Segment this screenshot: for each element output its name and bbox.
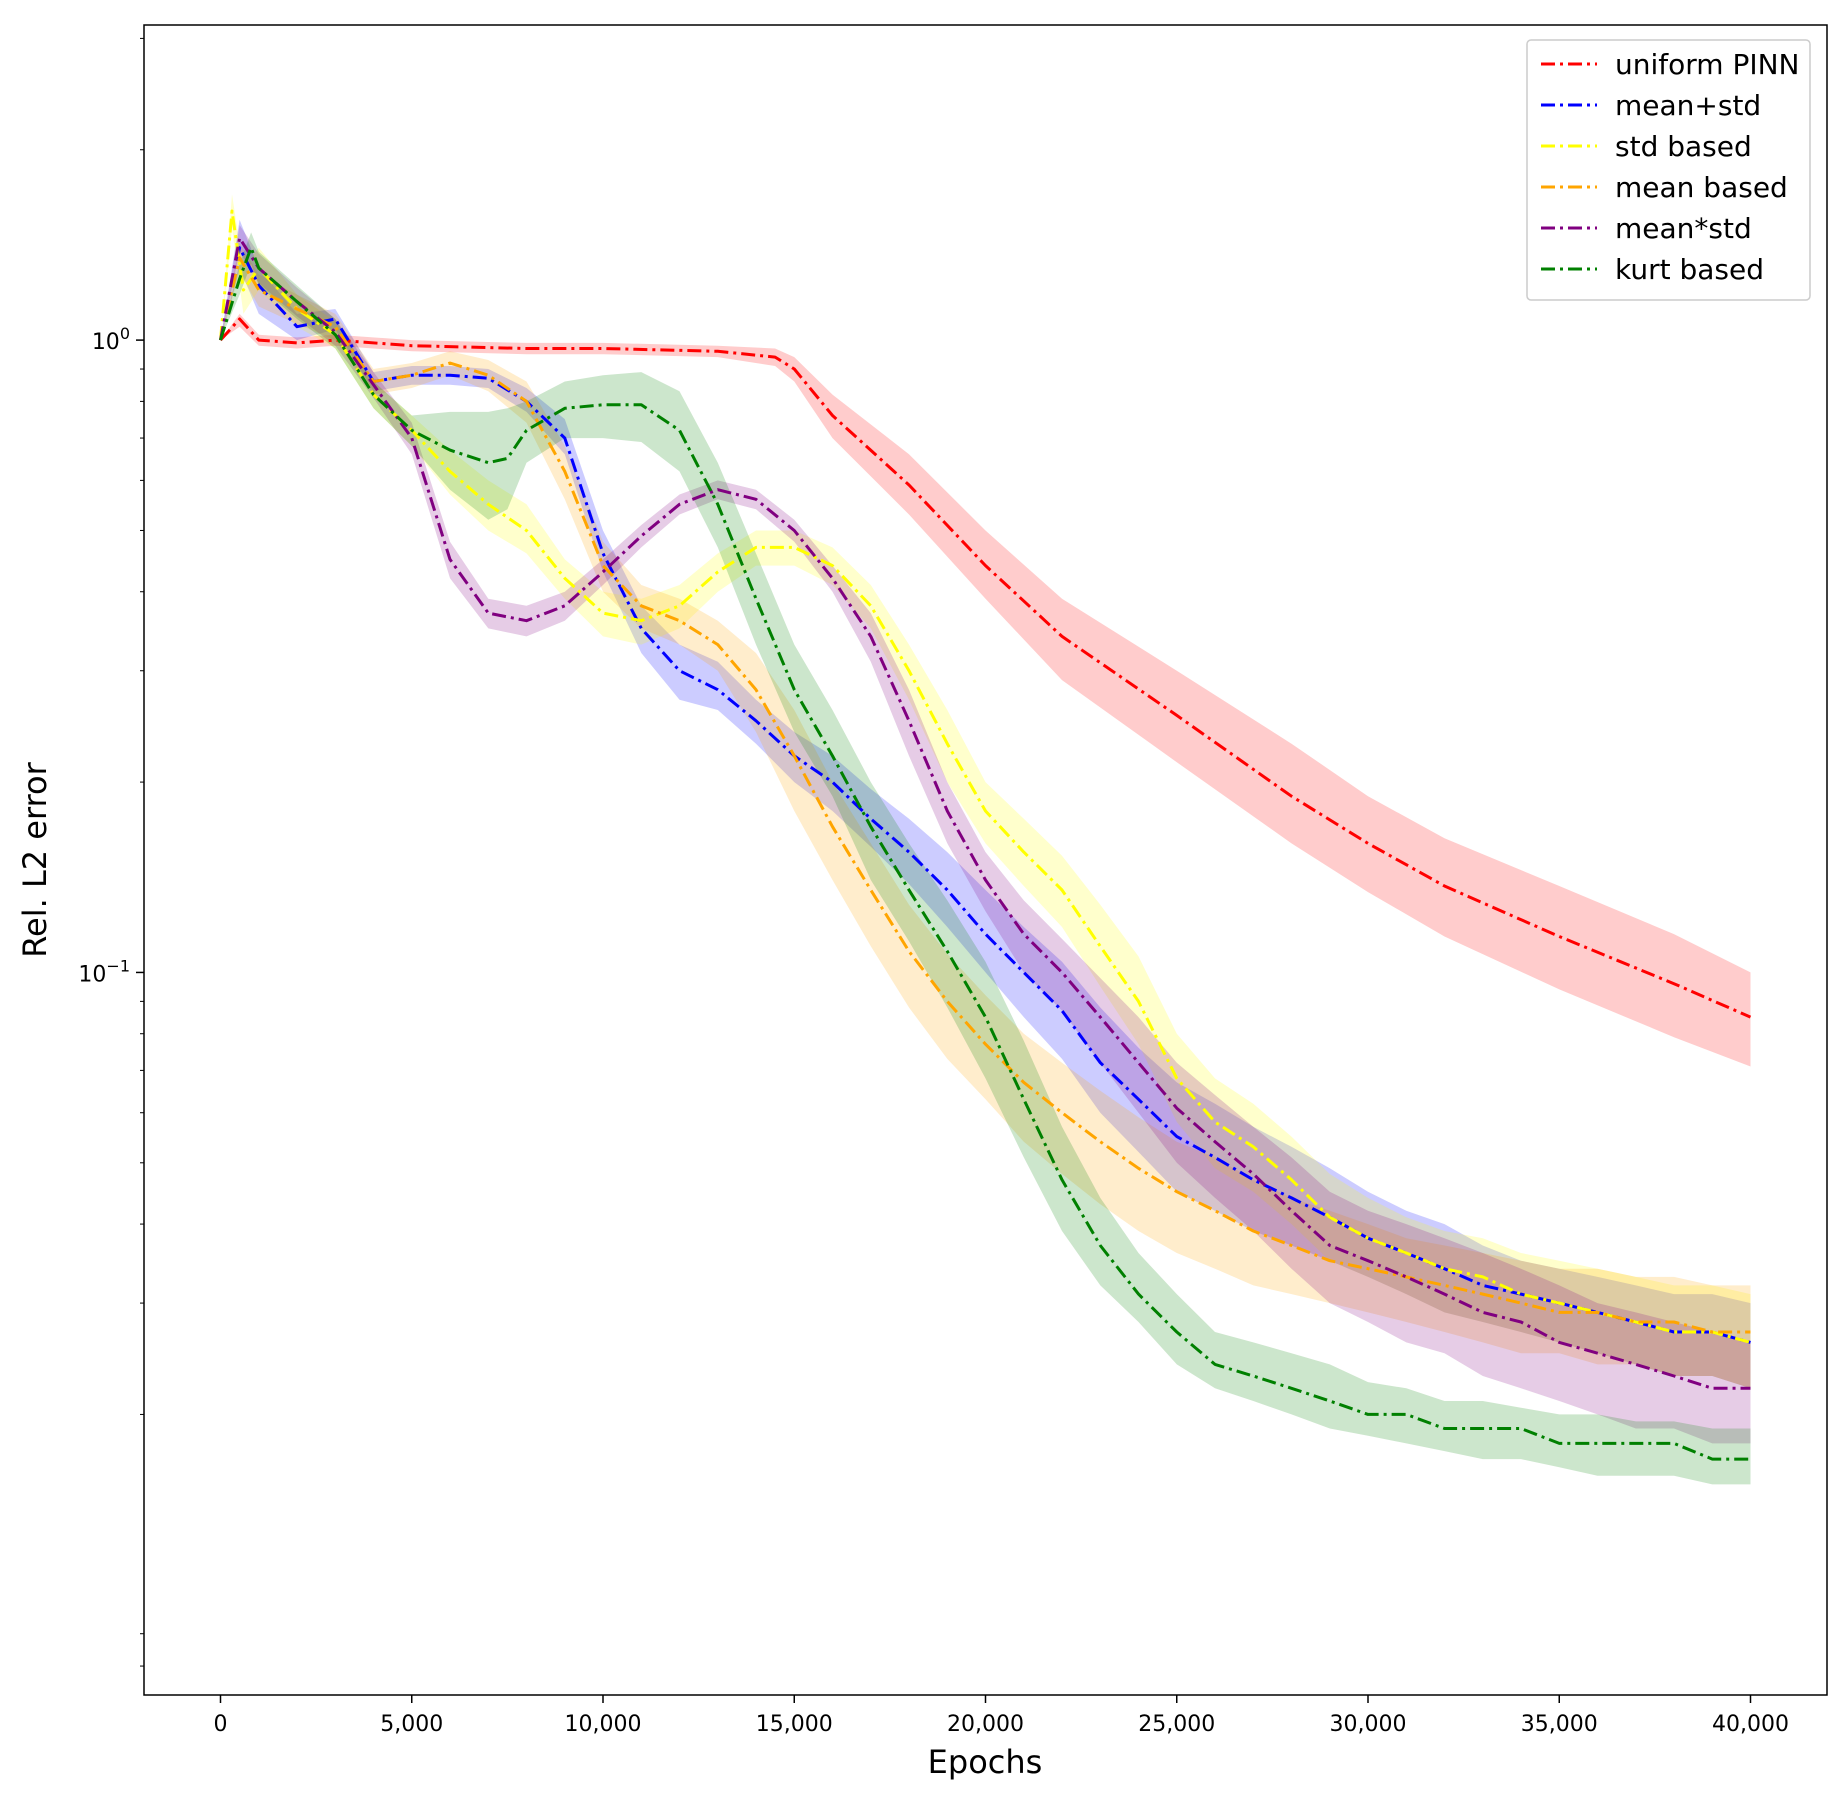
band-4 xyxy=(220,225,1751,1444)
y-tick-label-exp-1: −1 xyxy=(106,956,130,975)
y-tick-label-exp-0: 0 xyxy=(120,324,130,343)
axes: 0 5,000 10,000 15,000 20,000 25,000 30,000 35,0… xyxy=(78,37,1789,1737)
y-tick-label-base-0: 10 xyxy=(92,330,120,355)
x-tick-label-4: 20,000 xyxy=(947,1712,1024,1737)
y-tick-label-0: 100 xyxy=(92,324,130,355)
band-3 xyxy=(220,243,1751,1389)
series-lines xyxy=(219,209,1752,1461)
band-2 xyxy=(220,194,1751,1389)
x-tick-label-5: 25,000 xyxy=(1138,1712,1215,1737)
plot-frame xyxy=(143,24,1828,1696)
series-line-0 xyxy=(219,317,1752,1019)
band-0 xyxy=(220,313,1751,1067)
legend-label-0: uniform PINN xyxy=(1615,48,1800,81)
legend-label-3: mean based xyxy=(1615,171,1788,204)
series-line-5 xyxy=(219,246,1751,1461)
x-tick-label-7: 35,000 xyxy=(1521,1712,1598,1737)
legend: uniform PINN mean+std std based mean based m… xyxy=(1526,39,1811,301)
y-tick-label-1: 10−1 xyxy=(78,956,130,987)
x-tick-label-1: 5,000 xyxy=(380,1712,443,1737)
x-tick-label-0: 0 xyxy=(214,1712,228,1737)
x-axis-label: Epochs xyxy=(928,1743,1043,1781)
series-line-3 xyxy=(219,256,1751,1334)
y-axis-label: Rel. L2 error xyxy=(16,761,54,957)
legend-label-2: std based xyxy=(1615,130,1752,163)
x-tick-label-2: 10,000 xyxy=(565,1712,642,1737)
legend-label-5: kurt based xyxy=(1615,253,1764,286)
x-tick-label-6: 30,000 xyxy=(1330,1712,1407,1737)
x-tick-label-8: 40,000 xyxy=(1712,1712,1789,1737)
legend-box xyxy=(1526,39,1811,301)
legend-label-1: mean+std xyxy=(1615,89,1761,122)
legend-label-4: mean*std xyxy=(1615,212,1752,245)
confidence-bands xyxy=(220,194,1751,1485)
series-line-1 xyxy=(219,246,1751,1344)
series-line-4 xyxy=(219,236,1751,1390)
x-tick-label-3: 15,000 xyxy=(756,1712,833,1737)
y-tick-label-base-1: 10 xyxy=(78,962,106,987)
